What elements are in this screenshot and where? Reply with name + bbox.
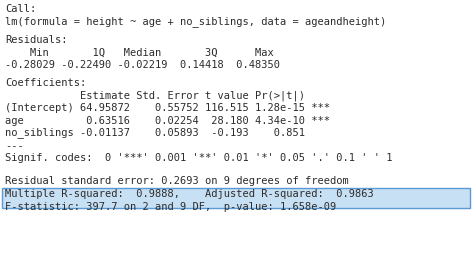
FancyBboxPatch shape [2, 188, 470, 208]
Text: age          0.63516    0.02254  28.180 4.34e-10 ***: age 0.63516 0.02254 28.180 4.34e-10 *** [5, 116, 330, 126]
Text: ---: --- [5, 141, 24, 151]
Text: no_siblings -0.01137    0.05893  -0.193    0.851: no_siblings -0.01137 0.05893 -0.193 0.85… [5, 127, 330, 138]
Text: lm(formula = height ~ age + no_siblings, data = ageandheight): lm(formula = height ~ age + no_siblings,… [5, 16, 386, 27]
Text: Multiple R-squared:  0.9888,    Adjusted R-squared:  0.9863: Multiple R-squared: 0.9888, Adjusted R-s… [5, 189, 374, 199]
Text: -0.28029 -0.22490 -0.02219  0.14418  0.48350: -0.28029 -0.22490 -0.02219 0.14418 0.483… [5, 60, 280, 70]
Text: Estimate Std. Error t value Pr(>|t|): Estimate Std. Error t value Pr(>|t|) [5, 90, 330, 101]
Text: Signif. codes:  0 '***' 0.001 '**' 0.01 '*' 0.05 '.' 0.1 ' ' 1: Signif. codes: 0 '***' 0.001 '**' 0.01 '… [5, 153, 392, 163]
Text: Residuals:: Residuals: [5, 35, 67, 45]
Text: Coefficients:: Coefficients: [5, 78, 86, 88]
Text: Min       1Q   Median       3Q      Max: Min 1Q Median 3Q Max [5, 48, 274, 58]
Text: Residual standard error: 0.2693 on 9 degrees of freedom: Residual standard error: 0.2693 on 9 deg… [5, 176, 349, 186]
Text: F-statistic: 397.7 on 2 and 9 DF,  p-value: 1.658e-09: F-statistic: 397.7 on 2 and 9 DF, p-valu… [5, 202, 336, 212]
Text: Call:: Call: [5, 4, 36, 14]
Text: (Intercept) 64.95872    0.55752 116.515 1.28e-15 ***: (Intercept) 64.95872 0.55752 116.515 1.2… [5, 103, 330, 113]
